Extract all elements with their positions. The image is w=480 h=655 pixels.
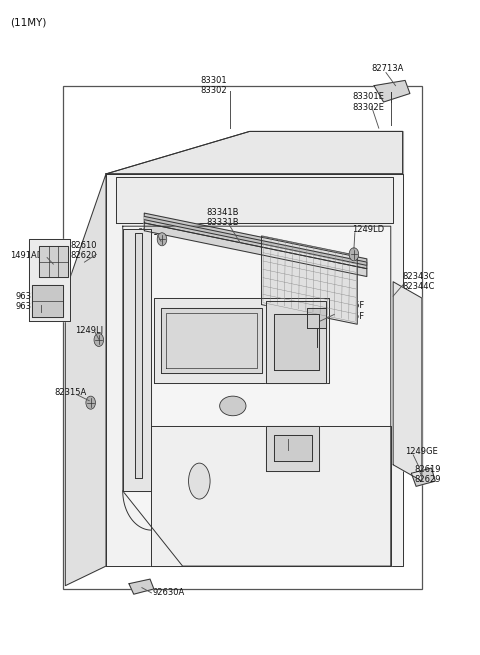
Polygon shape — [123, 226, 391, 566]
Polygon shape — [411, 468, 435, 486]
Circle shape — [157, 233, 167, 246]
Text: 82343C
82344C: 82343C 82344C — [403, 272, 435, 291]
Polygon shape — [29, 239, 70, 321]
Text: 83301
83302: 83301 83302 — [200, 76, 227, 96]
Polygon shape — [274, 436, 312, 462]
Polygon shape — [32, 285, 63, 317]
Polygon shape — [39, 246, 68, 276]
Polygon shape — [129, 579, 154, 594]
Polygon shape — [266, 301, 326, 383]
Text: 1249GE: 1249GE — [405, 447, 438, 456]
Polygon shape — [393, 282, 422, 481]
Polygon shape — [116, 177, 393, 223]
Text: 96310K
96310Z: 96310K 96310Z — [15, 291, 48, 311]
Polygon shape — [123, 229, 152, 491]
Circle shape — [349, 248, 359, 261]
Ellipse shape — [220, 396, 246, 416]
Polygon shape — [152, 426, 391, 566]
Text: 92630A: 92630A — [153, 588, 185, 597]
Ellipse shape — [189, 463, 210, 499]
Text: 83301E
83302E: 83301E 83302E — [352, 92, 384, 112]
Polygon shape — [161, 308, 262, 373]
Polygon shape — [307, 308, 326, 328]
Text: 82315A: 82315A — [54, 388, 86, 398]
Text: 82315D: 82315D — [137, 228, 170, 237]
Polygon shape — [144, 213, 367, 269]
Polygon shape — [65, 174, 106, 586]
Text: 83341B
83331B: 83341B 83331B — [206, 208, 239, 227]
Polygon shape — [144, 216, 367, 265]
Circle shape — [86, 396, 96, 409]
Polygon shape — [274, 314, 319, 370]
Polygon shape — [266, 426, 319, 472]
Polygon shape — [144, 223, 367, 276]
Polygon shape — [262, 236, 357, 324]
Text: 83710A
83720B: 83710A 83720B — [274, 439, 306, 458]
Text: 1249LJ: 1249LJ — [75, 326, 103, 335]
Bar — [63, 86, 422, 589]
Polygon shape — [374, 81, 410, 102]
Text: 92406F
92405F: 92406F 92405F — [333, 301, 365, 321]
Circle shape — [94, 333, 104, 346]
Text: 1249LD: 1249LD — [352, 225, 384, 234]
Polygon shape — [135, 233, 142, 478]
Text: 82619
82629: 82619 82629 — [415, 465, 441, 484]
Polygon shape — [106, 132, 403, 174]
Text: 1491AD: 1491AD — [10, 251, 44, 260]
Text: 82713A: 82713A — [372, 64, 404, 73]
Polygon shape — [106, 174, 403, 566]
Polygon shape — [154, 298, 328, 383]
Text: (11MY): (11MY) — [10, 17, 47, 27]
Text: 82610
82620: 82610 82620 — [70, 240, 96, 260]
